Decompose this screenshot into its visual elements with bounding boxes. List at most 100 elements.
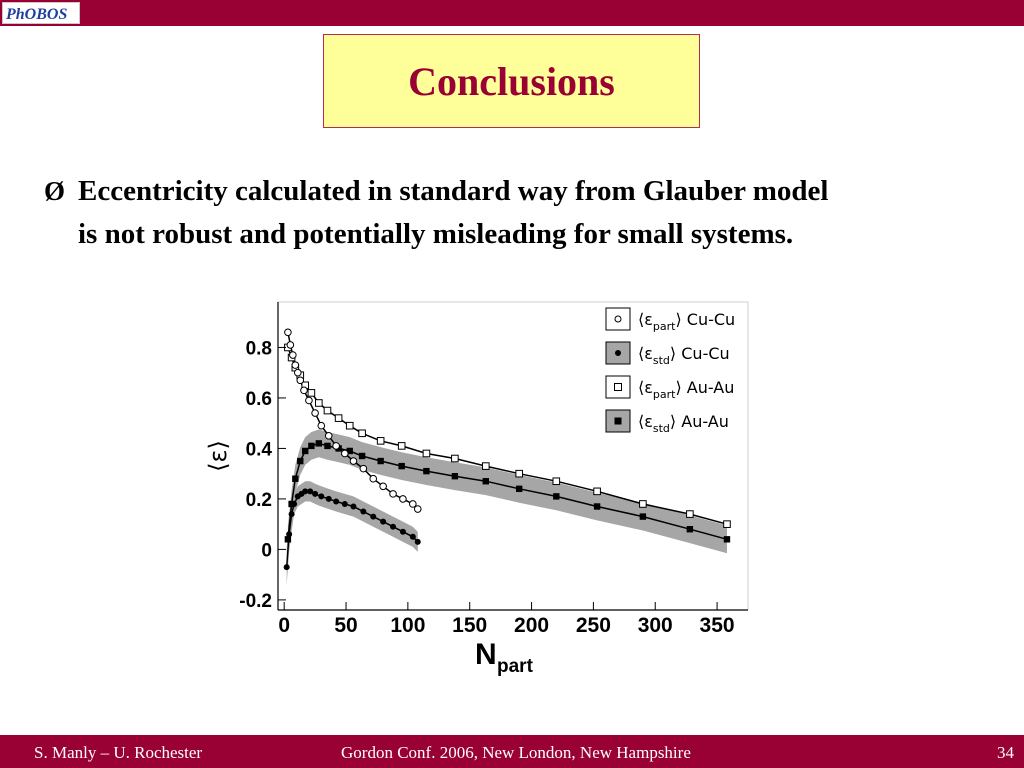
bullet-arrow-icon: Ø bbox=[44, 176, 66, 206]
bullet-text-line-2: is not robust and potentially misleading… bbox=[78, 218, 794, 250]
au-au-std-point bbox=[686, 526, 694, 533]
au-au-part-point bbox=[552, 477, 561, 486]
au-au-part-point bbox=[686, 510, 694, 518]
cu-cu-part-point bbox=[413, 505, 422, 513]
au-au-part-point bbox=[358, 429, 366, 438]
cu-cu-std-point bbox=[390, 523, 397, 530]
phobos-logo: PhOBOS bbox=[2, 2, 80, 24]
cu-cu-std-point bbox=[350, 503, 357, 510]
cu-cu-std-point bbox=[312, 490, 319, 497]
cu-cu-part-point bbox=[399, 495, 407, 503]
legend-marker bbox=[615, 350, 621, 356]
slide-title-box: Conclusions bbox=[323, 34, 700, 128]
cu-cu-std-point bbox=[341, 500, 348, 507]
x-tick-label: 150 bbox=[452, 614, 487, 637]
x-tick-label: 300 bbox=[638, 614, 673, 637]
page-number: 34 bbox=[997, 743, 1014, 762]
cu-cu-part-point bbox=[409, 500, 417, 508]
au-au-std-point bbox=[723, 536, 731, 543]
au-au-part-point bbox=[723, 520, 731, 528]
cu-cu-part-point bbox=[317, 421, 326, 430]
legend-label: ⟨εstd⟩ Au-Au bbox=[638, 412, 729, 435]
cu-cu-std-point bbox=[399, 528, 406, 535]
au-au-std-point bbox=[639, 513, 647, 520]
cu-cu-part-point bbox=[296, 376, 305, 385]
au-au-part-point bbox=[307, 389, 316, 397]
eccentricity-chart: -0.2 0 0.2 0.4 0.6 0.8 0 50 100 150 200 250 300 350 ⟨ε… bbox=[190, 292, 760, 687]
footer-author: S. Manly – U. Rochester bbox=[34, 743, 203, 762]
au-au-std-point bbox=[315, 440, 323, 447]
legend-marker bbox=[614, 315, 622, 323]
au-au-std-point bbox=[308, 442, 315, 450]
bullet-text-line-1: Eccentricity calculated in standard way … bbox=[78, 175, 829, 207]
au-au-std-curve bbox=[287, 442, 728, 541]
cu-cu-std-point bbox=[302, 488, 309, 495]
au-au-std-point bbox=[284, 536, 292, 543]
au-au-part-point bbox=[334, 414, 343, 422]
footer-conference: Gordon Conf. 2006, New London, New Hamps… bbox=[341, 743, 691, 762]
au-au-std-point bbox=[553, 493, 560, 500]
cu-cu-part-point bbox=[389, 490, 397, 498]
au-au-part-point bbox=[376, 437, 385, 445]
plot-frame bbox=[277, 301, 749, 611]
au-au-std-point bbox=[482, 478, 489, 485]
cu-cu-std-point bbox=[333, 498, 340, 505]
y-tick-label: 0.8 bbox=[246, 338, 272, 359]
svg-text:PhOBOS: PhOBOS bbox=[5, 6, 67, 23]
cu-cu-std-point bbox=[360, 508, 367, 515]
au-au-part-point bbox=[515, 469, 523, 478]
cu-cu-std-point bbox=[307, 488, 314, 495]
cu-cu-std-point bbox=[318, 493, 325, 500]
au-au-std-point bbox=[423, 467, 430, 475]
au-au-std-point bbox=[324, 442, 331, 450]
cu-cu-part-point bbox=[369, 474, 378, 483]
au-au-std-point bbox=[292, 475, 299, 482]
au-au-std-point bbox=[346, 447, 353, 455]
y-tick-label: -0.2 bbox=[239, 591, 272, 612]
au-au-part-point bbox=[315, 399, 323, 407]
y-tick-label: 0.4 bbox=[246, 439, 273, 460]
y-tick-label: 0.6 bbox=[246, 389, 272, 410]
x-tick-label: 50 bbox=[334, 614, 357, 637]
au-au-part-point bbox=[451, 454, 459, 463]
cu-cu-part-point bbox=[359, 464, 368, 473]
cu-cu-part-point bbox=[284, 328, 292, 337]
cu-cu-std-point bbox=[325, 495, 332, 502]
au-au-part-point bbox=[422, 449, 431, 458]
au-au-std-point bbox=[358, 452, 366, 460]
au-au-part-point bbox=[639, 500, 647, 508]
au-au-std-point bbox=[451, 472, 459, 480]
cu-cu-std-point bbox=[414, 538, 421, 545]
cu-cu-part-point bbox=[311, 409, 319, 417]
au-au-part-point bbox=[397, 442, 406, 450]
cu-cu-std-point bbox=[283, 564, 290, 571]
y-axis-label: ⟨ε⟩ bbox=[204, 440, 232, 472]
chart-svg: -0.2 0 0.2 0.4 0.6 0.8 0 50 100 150 200 250 300 350 ⟨ε… bbox=[204, 301, 749, 677]
cu-cu-std-point bbox=[291, 500, 298, 507]
cu-cu-std-point bbox=[286, 531, 293, 538]
x-tick-label: 350 bbox=[700, 614, 735, 637]
cu-cu-part-point bbox=[305, 396, 313, 405]
cu-cu-part-point bbox=[291, 361, 300, 369]
au-au-std-point bbox=[593, 503, 601, 510]
top-bar: PhOBOS bbox=[0, 0, 1024, 26]
au-au-std-point bbox=[297, 457, 304, 465]
au-au-std-band bbox=[287, 429, 727, 554]
x-tick-label: 200 bbox=[514, 614, 549, 637]
au-au-std-point bbox=[377, 457, 384, 465]
au-au-part-point bbox=[481, 462, 490, 470]
cu-cu-part-point bbox=[340, 449, 349, 458]
legend-marker bbox=[614, 383, 622, 391]
au-au-part-point bbox=[593, 487, 601, 496]
y-tick-label: 0.2 bbox=[246, 490, 272, 511]
legend-marker bbox=[614, 417, 622, 425]
x-tick-label: 100 bbox=[390, 614, 425, 637]
legend-label: ⟨εpart⟩ Cu-Cu bbox=[638, 310, 735, 333]
au-au-std-point bbox=[398, 462, 405, 470]
footer-bar: S. Manly – U. Rochester Gordon Conf. 200… bbox=[0, 735, 1024, 768]
au-au-std-point bbox=[302, 447, 309, 455]
legend-label: ⟨εpart⟩ Au-Au bbox=[638, 378, 734, 401]
x-axis-label: N bbox=[475, 638, 497, 671]
cu-cu-std-point bbox=[288, 511, 295, 518]
cu-cu-part-point bbox=[300, 386, 308, 395]
